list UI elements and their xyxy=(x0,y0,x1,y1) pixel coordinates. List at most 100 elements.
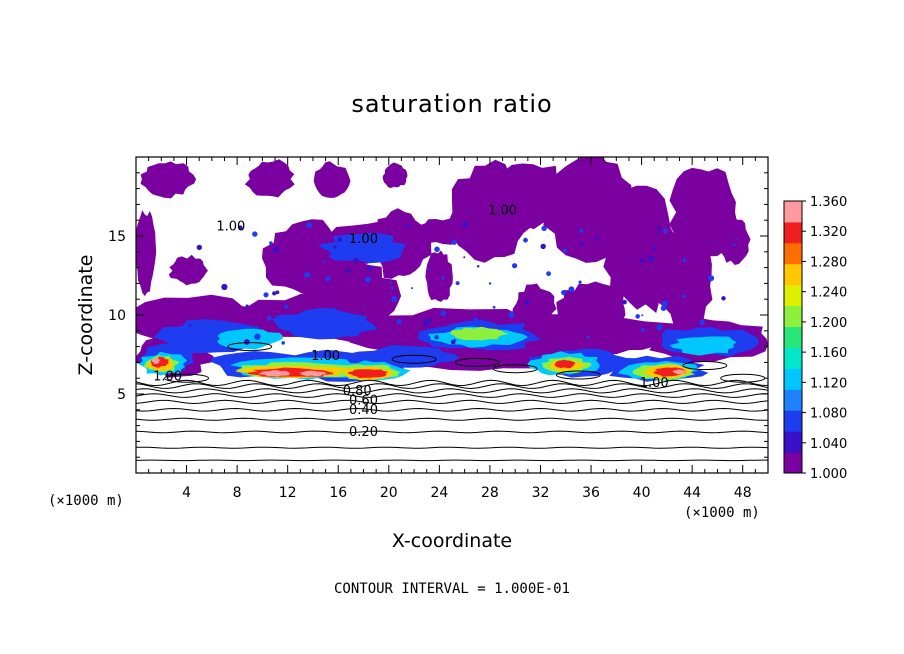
contour-label: 1.00 xyxy=(311,349,340,364)
speckle xyxy=(389,281,392,284)
contour-label: 1.00 xyxy=(488,204,517,219)
plot-area: 0.20 0.400.600.80 1.00 1.00 1.00 1.00 1.00 1.00 xyxy=(136,157,768,473)
speckle xyxy=(265,273,269,276)
contour-line xyxy=(136,393,768,398)
speckle xyxy=(523,237,528,243)
contour-line xyxy=(136,417,768,421)
x-tick-label: 24 xyxy=(430,485,448,501)
saturated-region xyxy=(140,161,197,199)
colorbar-swatch xyxy=(784,221,802,244)
contour-label: 1.00 xyxy=(153,370,182,385)
speckle xyxy=(733,243,736,247)
colorbar-tick-label: 1.200 xyxy=(810,316,847,331)
speckle xyxy=(346,268,351,274)
speckle xyxy=(426,318,432,324)
speckle xyxy=(336,250,340,255)
saturated-region xyxy=(168,254,208,286)
speckle xyxy=(511,263,518,269)
contour-label: 0.60 xyxy=(349,393,378,408)
speckle xyxy=(396,318,402,325)
supersaturation-patch xyxy=(672,369,686,375)
speckle xyxy=(655,232,659,235)
speckle xyxy=(540,243,546,250)
speckle xyxy=(405,223,410,228)
x-tick-label: 44 xyxy=(683,485,701,501)
colorbar: 1.360 1.320 1.280 1.240 1.200 1.160 1.120 1.080… xyxy=(783,195,847,482)
speckle xyxy=(434,334,439,340)
speckle xyxy=(578,280,582,284)
speckle xyxy=(252,231,258,237)
plot-layer: 0.20 0.400.600.80 1.00 1.00 1.00 1.00 1.00 1.00 xyxy=(136,157,768,473)
speckle xyxy=(440,310,447,317)
speckle xyxy=(579,228,584,233)
colorbar-tick-label: 1.240 xyxy=(810,286,847,301)
supersaturation-patch xyxy=(258,370,290,377)
speckle xyxy=(427,268,430,270)
colorbar-tick-label: 1.040 xyxy=(810,437,847,452)
contour-ring xyxy=(391,354,437,364)
y-tick-label: 15 xyxy=(108,229,126,245)
speckle xyxy=(721,296,726,301)
x-tick-label: 16 xyxy=(329,485,347,501)
speckle xyxy=(663,228,668,234)
speckle xyxy=(622,299,627,305)
contour-ring xyxy=(682,361,728,371)
colorbar-swatch xyxy=(784,242,802,265)
speckle xyxy=(263,292,269,298)
speckle xyxy=(188,324,192,327)
x-tick-label: 36 xyxy=(582,485,600,501)
speckle xyxy=(682,258,687,263)
supersaturation-patch xyxy=(272,308,378,340)
colorbar-swatch xyxy=(784,263,802,286)
speckle xyxy=(453,338,457,342)
speckle xyxy=(367,322,372,327)
y-tick-label: 5 xyxy=(117,387,126,403)
speckle xyxy=(323,260,326,264)
contour-line xyxy=(136,388,768,394)
supersaturation-patch xyxy=(347,369,389,378)
speckle xyxy=(451,239,457,245)
colorbar-swatch xyxy=(784,347,802,369)
x-tick-label: 48 xyxy=(734,485,752,501)
contour-line xyxy=(136,459,768,462)
speckle xyxy=(681,294,686,299)
speckle xyxy=(652,246,656,251)
contour-line xyxy=(136,446,768,449)
speckle xyxy=(306,222,313,229)
speckle xyxy=(337,237,343,242)
contour-line xyxy=(136,407,768,412)
speckle xyxy=(476,265,480,268)
speckle xyxy=(568,286,575,293)
speckle xyxy=(463,256,466,259)
contour-label: 0.40 xyxy=(349,403,378,418)
colorbar-tick-label: 1.080 xyxy=(810,407,847,422)
x-unit-left: (×1000 m) xyxy=(48,493,124,509)
speckle xyxy=(561,290,567,296)
speckle xyxy=(390,286,394,290)
speckle xyxy=(269,241,273,245)
x-tick-label: 20 xyxy=(380,485,398,501)
colorbar-swatch xyxy=(784,431,802,453)
x-tick-label: 4 xyxy=(182,485,191,501)
x-tick-label: 32 xyxy=(532,485,550,501)
colorbar-tick-label: 1.280 xyxy=(810,255,847,270)
speckle xyxy=(656,324,663,331)
speckle xyxy=(284,304,289,309)
speckle xyxy=(245,304,249,308)
speckle xyxy=(661,300,668,307)
supersaturation-patch xyxy=(528,319,656,356)
speckle xyxy=(266,315,272,321)
speckle xyxy=(275,290,280,295)
contour-label: 1.00 xyxy=(349,232,378,247)
contour-label: 1.00 xyxy=(216,220,245,235)
speckle xyxy=(281,341,286,345)
saturated-region xyxy=(313,161,351,198)
colorbar-swatch xyxy=(784,305,802,328)
speckle xyxy=(411,287,413,290)
colorbar-frame xyxy=(783,200,803,474)
speckle xyxy=(333,245,337,249)
supersaturation-patch xyxy=(450,326,509,341)
speckle xyxy=(712,242,715,245)
